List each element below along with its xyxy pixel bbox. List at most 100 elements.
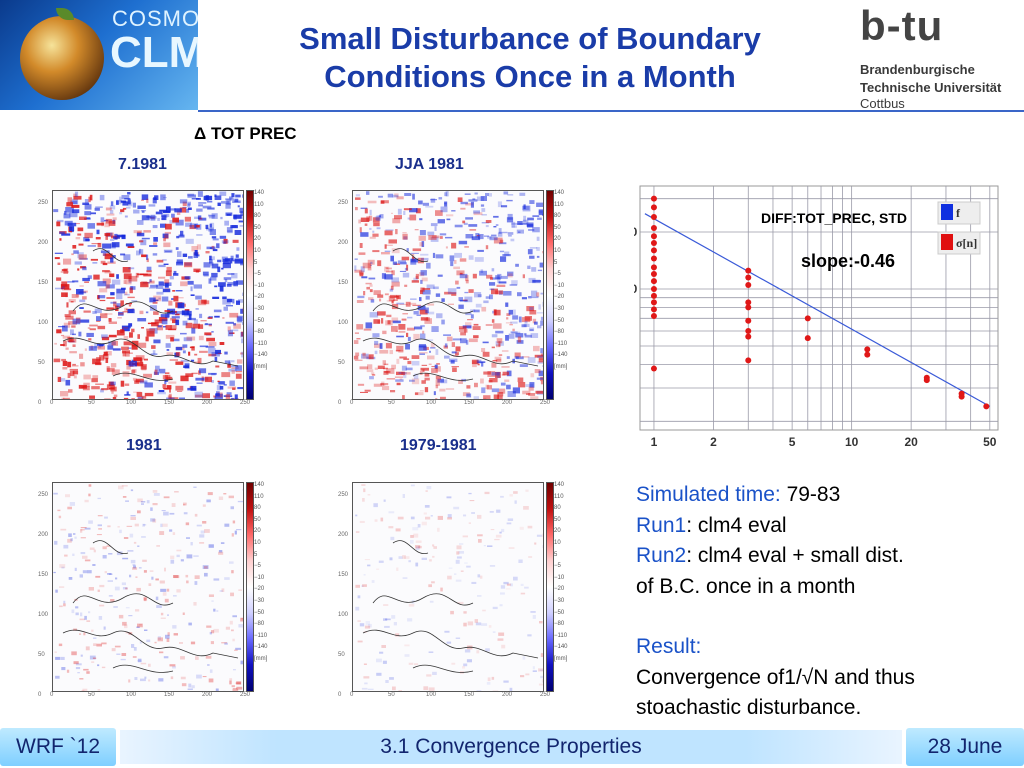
data-point [804,335,811,342]
precip-cell [488,625,492,628]
precip-cell [514,500,517,504]
precip-cell [435,398,438,399]
precip-cell [511,280,518,286]
precip-cell [141,199,144,201]
precip-cell [54,252,63,254]
precip-cell [74,567,77,571]
precip-cell [404,284,408,287]
precip-cell [539,621,543,624]
precip-cell [408,560,411,563]
precip-cell [477,534,483,537]
precip-cell [462,535,468,538]
precip-cell [419,218,423,221]
precip-cell [128,352,133,354]
data-point [650,255,657,262]
data-point [745,317,752,324]
precip-cell [127,199,131,205]
precip-cell [137,510,141,514]
precip-cell [180,281,188,287]
data-point [650,195,657,202]
precip-cell [77,268,80,271]
precip-cell [150,214,156,221]
precip-cell [79,574,83,578]
precip-cell [421,557,427,560]
precip-cell [227,230,233,234]
colorbar-tick: −80 [554,621,565,628]
precip-cell [429,350,431,353]
precip-cell [88,346,97,351]
precip-cell [211,263,219,269]
precip-cell [392,194,399,198]
precip-cell [534,321,538,325]
precip-cell [75,612,79,616]
precip-cell [487,677,491,682]
precip-cell [220,216,223,220]
precip-diff-map-1981: 140 110 80 50 20 10 5 −5 −10 −20 −30 −50 −80 −110 −140… [38,474,288,710]
precip-cell [538,668,543,672]
precip-cell [421,521,427,526]
precip-cell [116,653,121,655]
precip-cell [492,631,496,633]
precip-cell [211,380,214,383]
precip-cell [57,262,61,265]
precip-cell [87,327,91,329]
precip-cell [166,352,174,355]
precip-cell [212,249,218,252]
precip-cell [444,343,448,348]
precip-cell [113,236,120,239]
precip-cell [60,656,65,660]
precip-cell [529,327,535,332]
precip-cell [128,326,131,329]
precip-cell [193,555,199,557]
precip-cell [455,579,462,582]
precip-cell [167,632,170,636]
precip-cell [234,230,242,235]
precip-cell [87,275,92,279]
precip-cell [473,396,479,399]
precip-cell [532,615,536,619]
precip-cell [130,559,136,564]
precip-cell [468,255,474,260]
precip-cell [228,368,237,372]
data-point [983,403,990,410]
precip-cell [125,351,130,357]
map-x-tick: 250 [540,400,551,406]
precip-cell [158,297,161,300]
precip-cell [428,363,432,365]
precip-cell [187,194,196,198]
precip-cell [166,385,172,390]
colorbar-tick: 20 [554,528,561,535]
precip-cell [410,484,415,487]
precip-cell [211,236,217,239]
precip-cell [139,240,144,243]
precip-cell [71,651,77,656]
precip-cell [121,327,128,329]
precip-cell [501,366,510,368]
precip-cell [128,679,131,683]
precip-cell [107,345,114,350]
precip-cell [123,280,127,284]
precip-cell [91,386,100,390]
precip-cell [221,201,230,204]
precip-cell [426,486,432,490]
precip-cell [163,656,169,659]
precip-cell [88,338,92,341]
precip-cell [161,215,167,221]
precip-cell [418,200,423,205]
precip-cell [458,304,464,309]
precip-cell [424,373,430,377]
precip-cell [102,243,111,249]
precip-cell [491,268,495,272]
colorbar-tick: −80 [254,329,265,336]
precip-cell [536,292,540,297]
colorbar-tick: −20 [254,294,265,301]
colorbar-tick: [mm] [254,363,268,370]
precip-cell [491,388,500,393]
precip-cell [369,209,372,216]
precip-cell [226,227,233,233]
precip-cell [500,275,508,279]
colorbar-tick: 50 [554,224,561,231]
precip-cell [491,334,498,338]
precip-cell [84,615,87,620]
precip-cell [194,581,198,585]
